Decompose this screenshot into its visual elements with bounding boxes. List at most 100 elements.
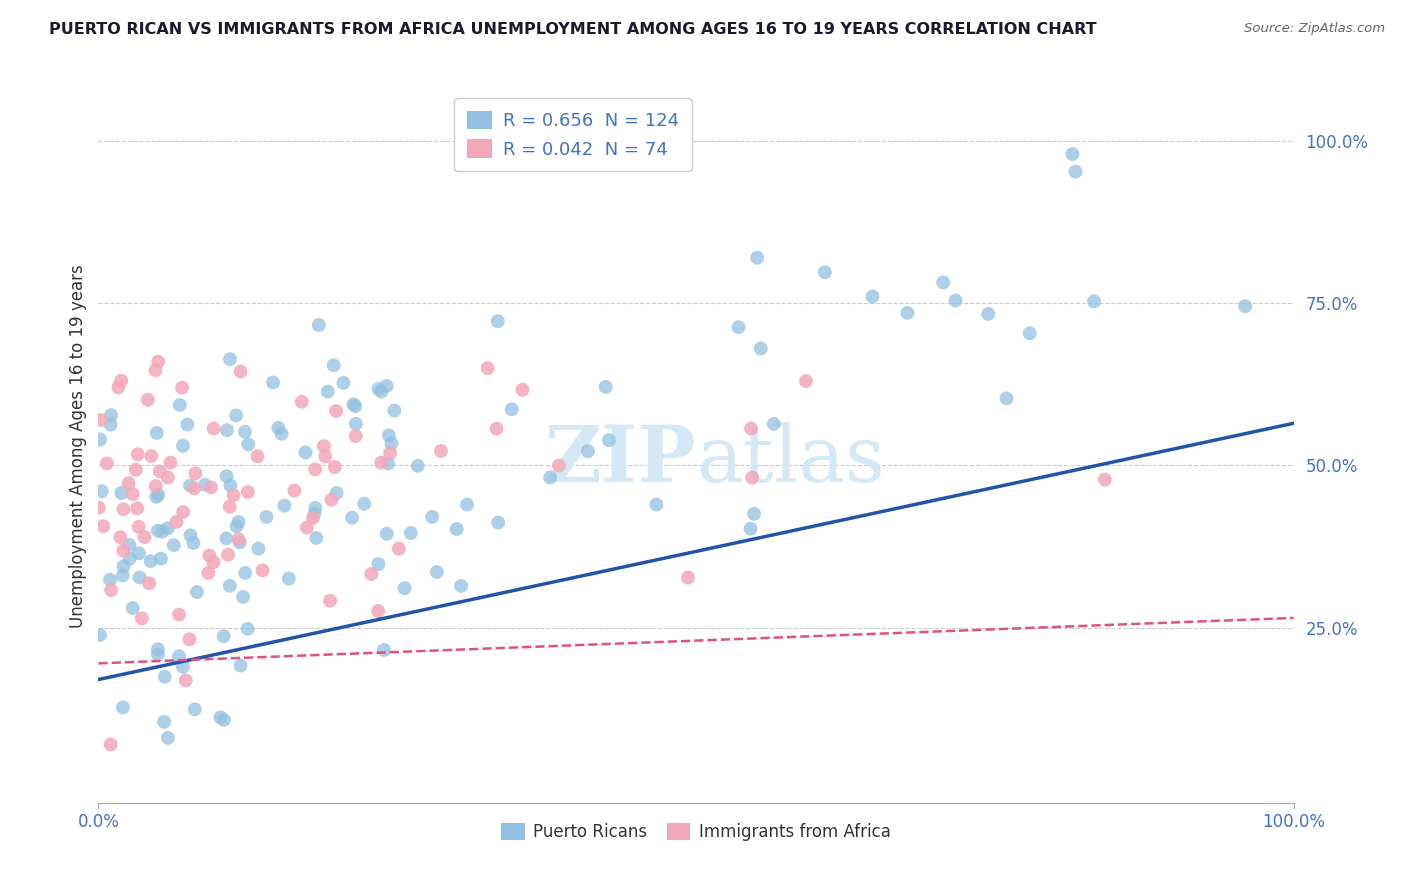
Point: [1094, 473, 1116, 487]
Point: [323, 460, 346, 475]
Point: [742, 507, 765, 521]
Point: [183, 482, 205, 496]
Point: [148, 354, 170, 368]
Point: [179, 632, 201, 647]
Point: [512, 383, 534, 397]
Point: [367, 604, 389, 618]
Point: [378, 446, 401, 460]
Point: [373, 643, 395, 657]
Point: [283, 483, 305, 498]
Point: [486, 314, 509, 328]
Point: [262, 376, 284, 390]
Point: [267, 421, 290, 435]
Point: [166, 515, 188, 529]
Point: [167, 649, 190, 664]
Point: [388, 541, 411, 556]
Point: [128, 570, 150, 584]
Point: [186, 585, 208, 599]
Point: [322, 358, 344, 372]
Point: [302, 511, 325, 525]
Text: Source: ZipAtlas.com: Source: ZipAtlas.com: [1244, 22, 1385, 36]
Point: [394, 581, 416, 595]
Point: [167, 607, 190, 622]
Point: [375, 379, 398, 393]
Point: [344, 417, 367, 431]
Point: [598, 433, 620, 447]
Point: [107, 380, 129, 394]
Point: [156, 731, 179, 745]
Point: [426, 565, 449, 579]
Point: [270, 426, 292, 441]
Point: [172, 439, 194, 453]
Point: [254, 510, 277, 524]
Point: [100, 582, 122, 597]
Point: [89, 433, 111, 447]
Point: [112, 502, 135, 516]
Point: [112, 543, 135, 558]
Point: [477, 361, 499, 376]
Point: [1234, 299, 1257, 313]
Point: [169, 398, 191, 412]
Point: [110, 374, 132, 388]
Point: [163, 538, 186, 552]
Point: [128, 520, 150, 534]
Point: [121, 601, 143, 615]
Point: [375, 526, 398, 541]
Point: [184, 467, 207, 481]
Point: [172, 381, 194, 395]
Point: [1083, 294, 1105, 309]
Point: [236, 485, 259, 500]
Point: [232, 590, 254, 604]
Point: [932, 276, 955, 290]
Y-axis label: Unemployment Among Ages 16 to 19 years: Unemployment Among Ages 16 to 19 years: [69, 264, 87, 628]
Point: [179, 528, 201, 542]
Point: [1018, 326, 1040, 341]
Point: [225, 519, 247, 533]
Point: [153, 670, 176, 684]
Point: [305, 531, 328, 545]
Point: [138, 576, 160, 591]
Point: [247, 541, 270, 556]
Point: [456, 498, 478, 512]
Point: [576, 444, 599, 458]
Point: [420, 509, 443, 524]
Point: [277, 572, 299, 586]
Point: [198, 549, 221, 563]
Point: [218, 500, 240, 514]
Point: [118, 476, 141, 491]
Point: [304, 462, 326, 476]
Point: [146, 524, 169, 538]
Point: [360, 566, 382, 581]
Point: [98, 573, 121, 587]
Point: [236, 622, 259, 636]
Point: [380, 436, 402, 450]
Point: [595, 380, 617, 394]
Point: [146, 648, 169, 662]
Point: [217, 548, 239, 562]
Point: [342, 397, 364, 411]
Point: [127, 501, 149, 516]
Point: [325, 486, 347, 500]
Point: [93, 519, 115, 533]
Point: [547, 458, 569, 473]
Point: [252, 563, 274, 577]
Point: [174, 673, 197, 688]
Point: [202, 421, 225, 435]
Point: [194, 478, 217, 492]
Point: [184, 702, 207, 716]
Point: [176, 417, 198, 432]
Point: [100, 417, 122, 432]
Point: [125, 463, 148, 477]
Point: [740, 522, 762, 536]
Point: [896, 306, 918, 320]
Point: [344, 429, 367, 443]
Point: [215, 532, 238, 546]
Point: [367, 557, 389, 571]
Point: [87, 500, 110, 515]
Text: ZIP: ZIP: [544, 422, 696, 499]
Point: [450, 579, 472, 593]
Point: [238, 437, 260, 451]
Point: [325, 404, 347, 418]
Point: [172, 505, 194, 519]
Point: [219, 478, 242, 492]
